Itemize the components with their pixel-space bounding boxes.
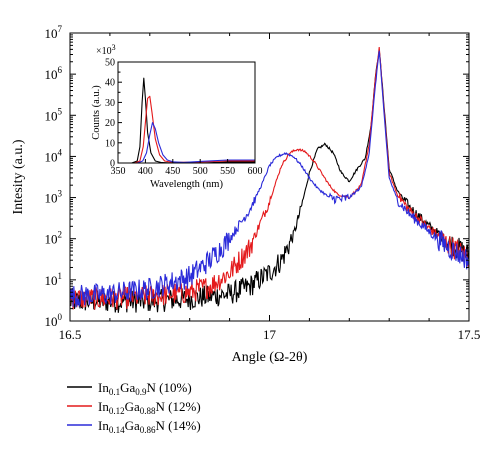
inset-y-tick-label: 20 (105, 118, 115, 129)
legend-entry: In0.1Ga0.9N (10%) (98, 380, 192, 397)
legend-entry: In0.14Ga0.86N (14%) (98, 418, 201, 435)
y-tick-base: 10 (45, 149, 58, 164)
y-tick-label: 102 (45, 230, 63, 247)
inset-x-tick-label: 450 (165, 166, 180, 177)
y-tick-base: 10 (45, 108, 58, 123)
legend-subscript: 0.86 (140, 425, 156, 435)
inset-y-tick-label: 40 (105, 78, 115, 89)
legend-element: N (147, 380, 157, 395)
inset-x-tick-label: 500 (193, 166, 208, 177)
x-axis-title: Angle (Ω-2θ) (232, 350, 308, 365)
x-tick-label: 17.5 (458, 327, 481, 342)
inset-y-tick-label: 30 (105, 98, 115, 109)
y-tick-base: 10 (45, 232, 58, 247)
inset-x-tick-label: 600 (248, 166, 263, 177)
legend-percent: (12%) (165, 399, 201, 414)
inset-scale-exponent: 3 (112, 43, 116, 52)
y-tick-exponent: 2 (58, 230, 63, 240)
main-series-line-2 (69, 46, 470, 310)
legend-element: Ga (120, 380, 135, 395)
y-tick-base: 10 (45, 26, 58, 41)
y-tick-base: 10 (45, 314, 58, 329)
inset-x-axis-title: Wavelength (nm) (150, 179, 223, 190)
legend-percent: (14%) (165, 418, 201, 433)
y-tick-exponent: 0 (58, 312, 63, 322)
main-series-group (69, 46, 470, 313)
y-tick-label: 106 (45, 65, 63, 82)
legend-subscript: 0.88 (140, 406, 156, 416)
y-tick-label: 105 (45, 106, 63, 123)
legend-element: Ga (125, 418, 140, 433)
legend-element: Ga (125, 399, 140, 414)
inset-axes: 350 400 450 500 550 600 0 10 20 30 40 50 (105, 58, 263, 178)
x-tick-label: 17 (263, 327, 277, 342)
y-tick-label: 103 (45, 189, 63, 206)
y-axis-title: Intesity (a.u.) (11, 139, 26, 214)
inset-series-line-3 (118, 122, 255, 164)
inset-y-tick-label: 0 (110, 159, 115, 170)
legend-percent: (10%) (156, 380, 192, 395)
legend: In0.1Ga0.9N (10%)In0.12Ga0.88N (12%)In0.… (67, 380, 201, 435)
legend-subscript: 0.1 (109, 387, 120, 397)
y-tick-exponent: 7 (58, 24, 63, 34)
legend-element: N (156, 399, 166, 414)
inset-x-tick-label: 550 (220, 166, 235, 177)
y-tick-label: 107 (45, 24, 63, 41)
legend-entry: In0.12Ga0.88N (12%) (98, 399, 201, 416)
y-tick-label: 100 (45, 312, 63, 329)
legend-element: In (98, 380, 109, 395)
legend-element: N (156, 418, 166, 433)
y-tick-exponent: 6 (58, 65, 63, 75)
y-tick-label: 101 (45, 271, 63, 288)
y-tick-base: 10 (45, 191, 58, 206)
inset-y-axis-title: Counts (a.u.) (91, 85, 102, 140)
inset-scale-label: ×103 (96, 43, 116, 57)
inset-plot: 350 400 450 500 550 600 0 10 20 30 40 50 Wavelength… (91, 43, 263, 190)
inset-y-tick-label: 10 (105, 138, 115, 149)
x-tick-label: 16.5 (59, 327, 82, 342)
main-series-line-3 (69, 50, 470, 308)
y-tick-exponent: 4 (58, 147, 63, 157)
inset-y-tick-label: 50 (105, 58, 115, 69)
legend-element: In (98, 399, 109, 414)
y-tick-exponent: 3 (58, 189, 63, 199)
inset-scale-base: ×10 (96, 46, 112, 57)
legend-subscript: 0.9 (135, 387, 147, 397)
inset-x-tick-label: 350 (111, 166, 126, 177)
legend-subscript: 0.14 (109, 425, 125, 435)
y-tick-exponent: 1 (58, 271, 63, 281)
y-tick-base: 10 (45, 273, 58, 288)
legend-element: In (98, 418, 109, 433)
legend-subscript: 0.12 (109, 406, 125, 416)
y-tick-base: 10 (45, 67, 58, 82)
y-tick-exponent: 5 (58, 106, 63, 116)
inset-x-tick-label: 400 (138, 166, 153, 177)
inset-background (118, 62, 255, 163)
y-tick-label: 104 (45, 147, 63, 164)
